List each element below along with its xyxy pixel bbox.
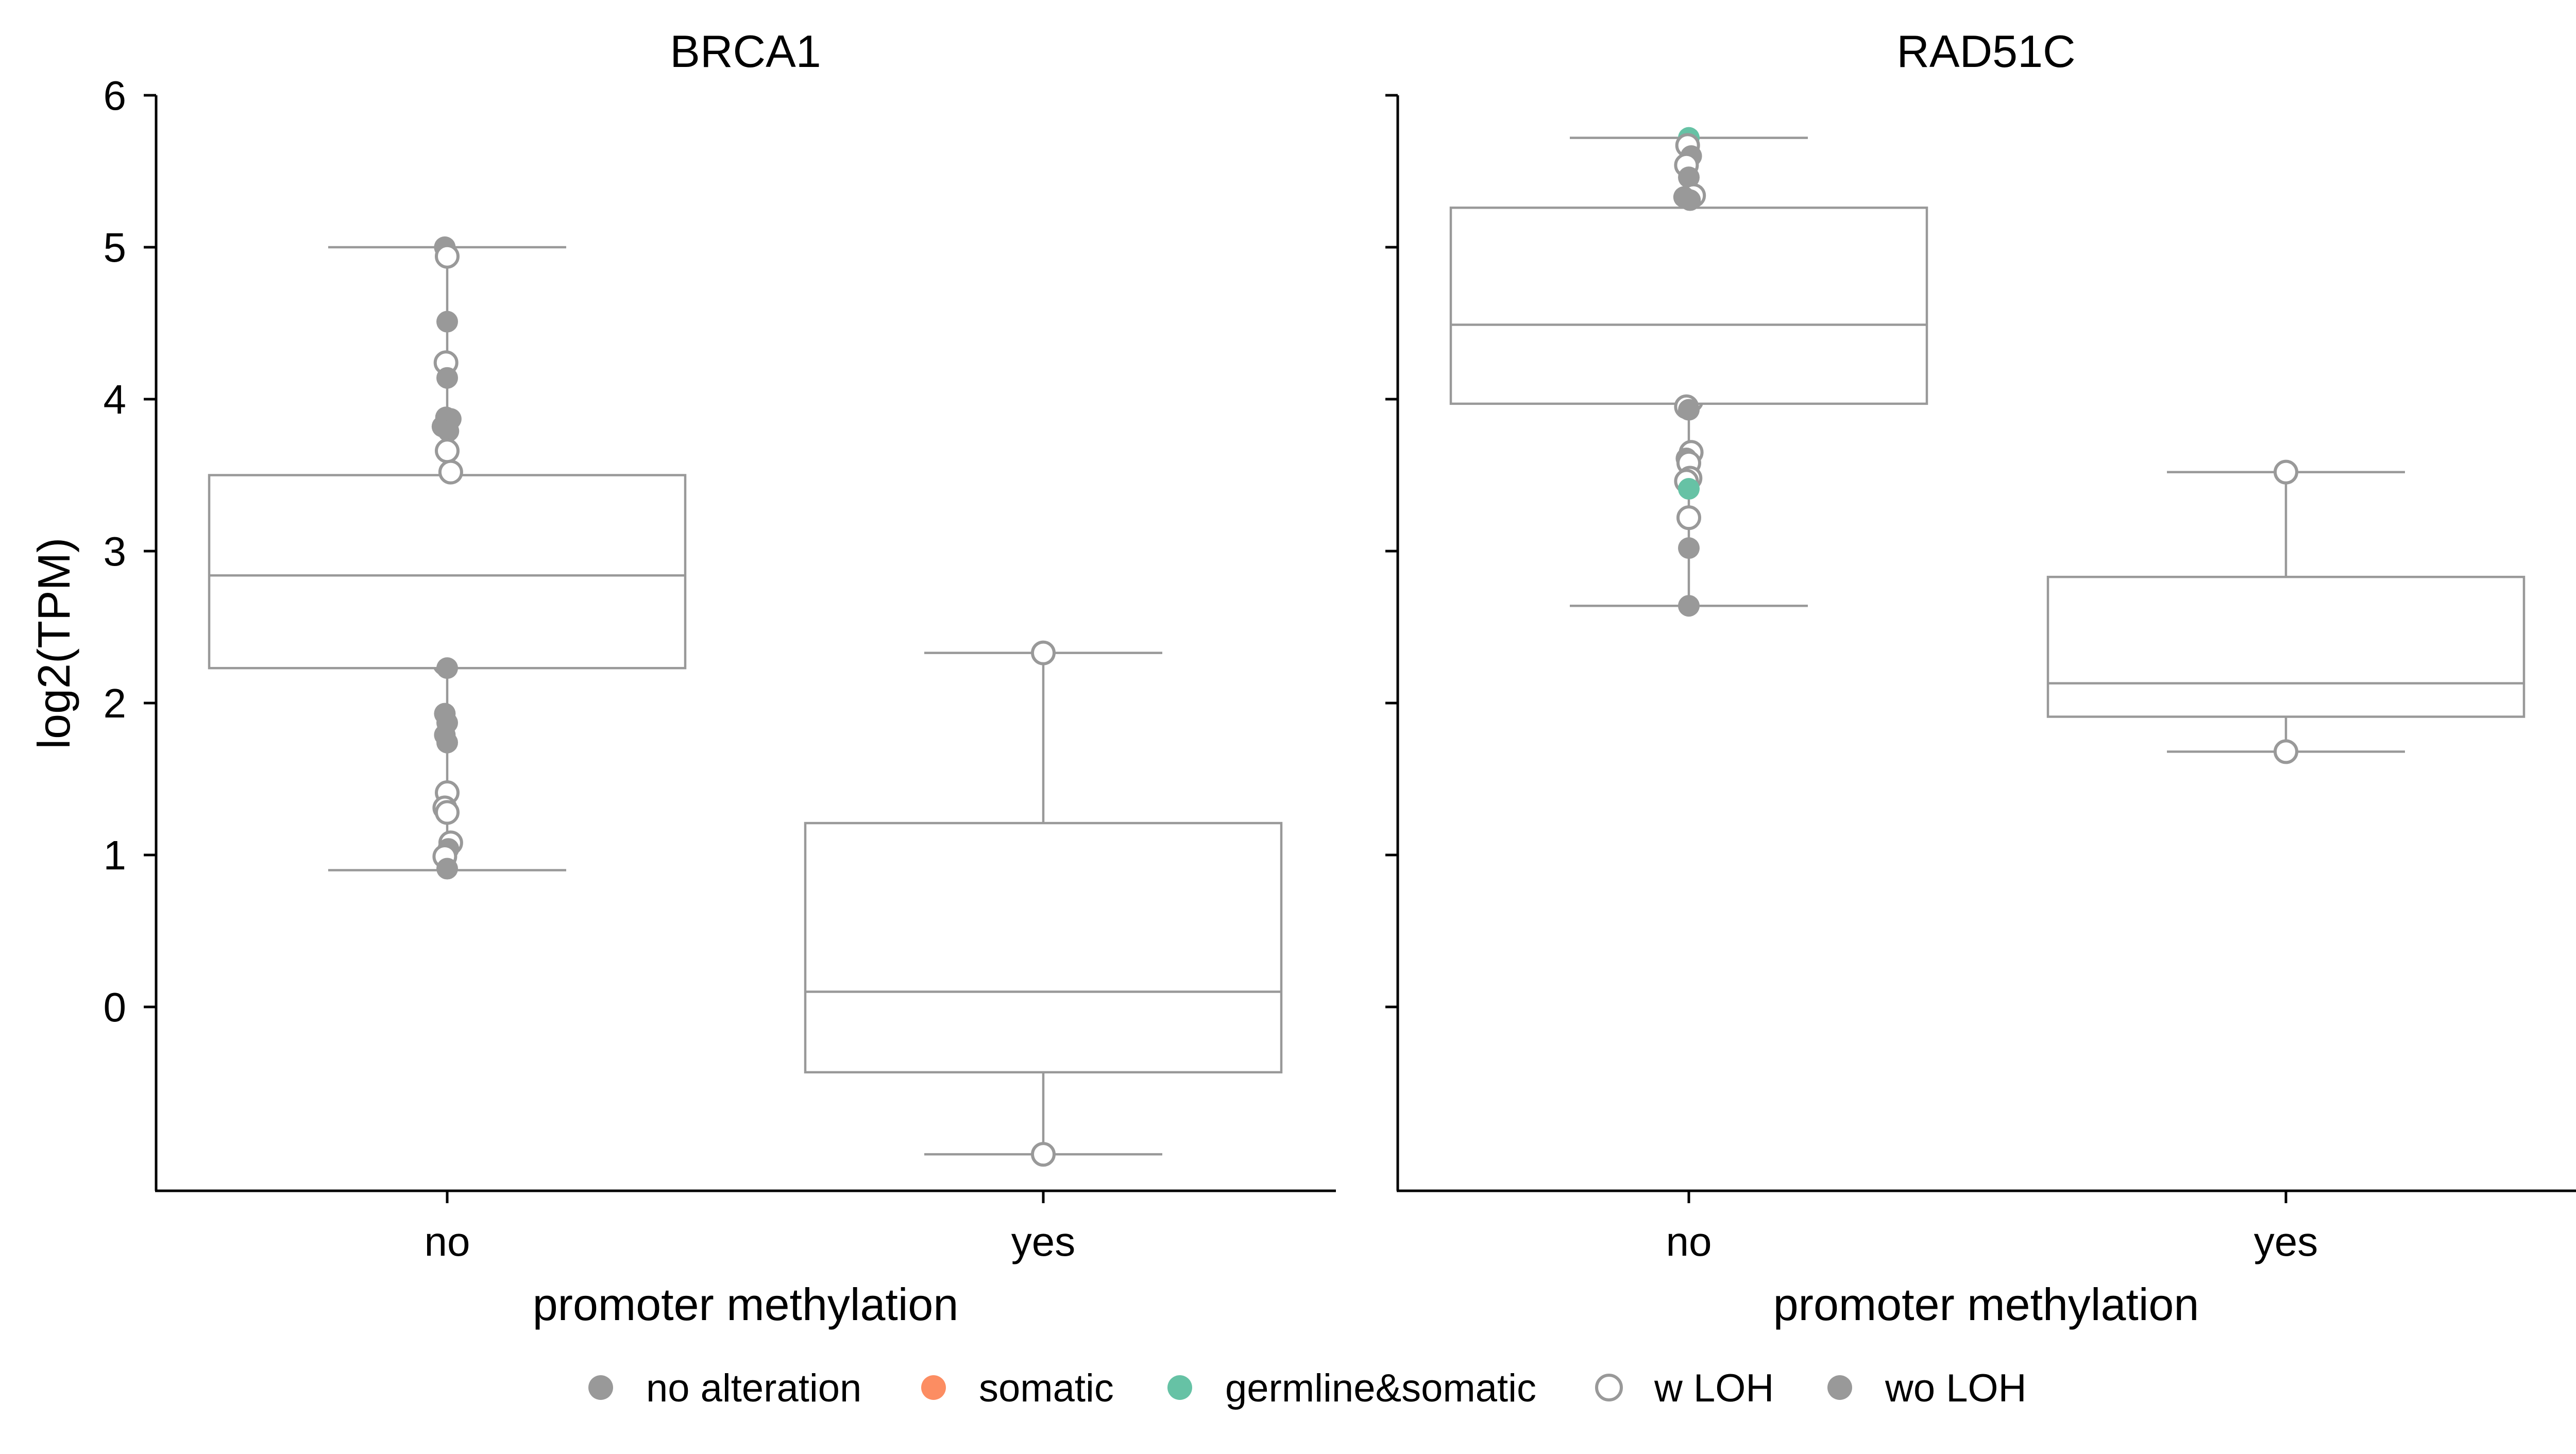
legend-item-w-loh: w LOH [1595,1366,1774,1410]
brca1-ytick-label-3: 3 [104,528,127,574]
rad51c-points-front [1673,127,2298,764]
brca1-ytick-label-2: 2 [104,680,127,726]
y-axis-label: log2(TPM) [28,538,79,749]
brca1-iqr-box-yes [804,822,1283,1074]
brca1-point-front-no-19 [435,800,460,825]
brca1-title: BRCA1 [670,26,821,77]
rad51c-xtick-label-yes: yes [2254,1219,2318,1264]
brca1-x-ticks: no yes [425,1191,1076,1264]
brca1-panel: BRCA1 0 1 2 3 4 5 6 no yes promoter methylation… [28,26,1336,1330]
brca1-point-front-yes-25 [1031,1142,1056,1167]
legend-label-somatic: somatic [979,1366,1114,1410]
brca1-xtick-label-yes: yes [1011,1219,1076,1264]
brca1-point-front-no-4 [436,367,458,389]
brca1-ytick-label-4: 4 [104,377,127,422]
rad51c-point-front-yes-20 [2274,459,2298,485]
rad51c-point-front-no-17 [1676,505,1701,531]
brca1-ytick-label-5: 5 [104,225,127,270]
rad51c-boxes [1449,136,2526,753]
rad51c-iqr-box-no [1449,207,1928,405]
rad51c-point-front-no-10 [1678,399,1700,421]
brca1-point-front-no-1 [435,244,460,269]
legend-label-w-loh: w LOH [1654,1366,1774,1410]
brca1-ytick-label-0: 0 [104,984,127,1030]
rad51c-box-yes [2046,471,2526,753]
brca1-box-no [208,246,687,871]
brca1-point-front-no-23 [436,858,458,880]
legend-marker-germline-somatic [1167,1375,1192,1400]
brca1-boxes [208,246,1283,1156]
brca1-xtick-label-no: no [425,1219,470,1264]
legend-marker-w-loh [1595,1374,1623,1401]
rad51c-iqr-box-yes [2046,575,2526,718]
brca1-ytick-label-6: 6 [104,73,127,118]
rad51c-title: RAD51C [1896,26,2075,77]
brca1-point-front-no-9 [435,438,460,464]
legend-marker-wo-loh [1827,1375,1852,1400]
rad51c-point-front-no-4 [1678,166,1700,189]
legend: no alteration somatic germline&somatic w LO… [588,1366,2027,1410]
rad51c-point-front-yes-21 [2274,739,2298,764]
brca1-point-front-yes-24 [1031,640,1056,665]
rad51c-box-no [1449,136,1928,607]
rad51c-y-ticks [1385,94,1398,1008]
rad51c-point-front-no-16 [1678,478,1700,500]
legend-label-germline-somatic: germline&somatic [1225,1366,1536,1410]
brca1-point-front-no-8 [437,420,460,442]
brca1-points-front [431,236,1056,1167]
rad51c-point-front-no-7 [1679,189,1701,211]
brca1-x-axis-label: promoter methylation [533,1279,959,1330]
legend-item-no-alteration: no alteration [588,1366,861,1410]
legend-marker-no-alteration [588,1375,613,1400]
rad51c-point-front-no-18 [1678,537,1700,559]
rad51c-x-ticks: no yes [1666,1191,2318,1264]
rad51c-xtick-label-no: no [1666,1219,1712,1264]
brca1-y-ticks: 0 1 2 3 4 5 6 [104,73,156,1030]
legend-item-somatic: somatic [921,1366,1114,1410]
brca1-point-front-no-16 [436,731,458,754]
brca1-iqr-box-no [208,474,687,670]
legend-label-no-alteration: no alteration [646,1366,861,1410]
brca1-box-yes [804,652,1283,1156]
brca1-point-front-no-2 [436,311,458,333]
brca1-point-front-no-12 [436,657,458,679]
brca1-ytick-label-1: 1 [104,832,127,878]
legend-marker-somatic [921,1375,946,1400]
rad51c-panel: RAD51C no yes promoter methylation [1385,26,2576,1330]
legend-label-wo-loh: wo LOH [1885,1366,2027,1410]
rad51c-x-axis-label: promoter methylation [1773,1279,2199,1330]
legend-item-germline-somatic: germline&somatic [1167,1366,1536,1410]
legend-item-wo-loh: wo LOH [1827,1366,2027,1410]
brca1-point-front-no-10 [438,459,463,485]
rad51c-point-front-no-19 [1678,595,1700,617]
